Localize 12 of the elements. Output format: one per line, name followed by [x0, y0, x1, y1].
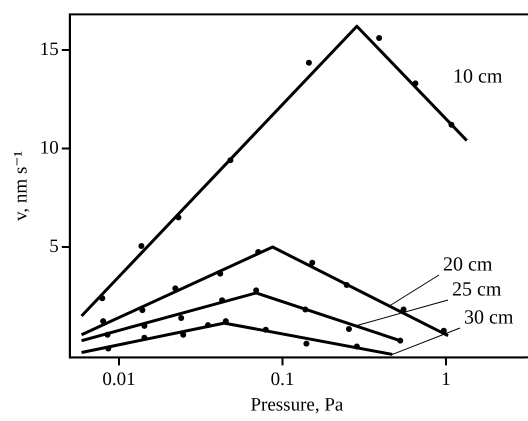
x-tick-label: 0.01	[102, 368, 136, 390]
text: 20 cm	[443, 253, 493, 276]
y-tick-label: 15	[40, 38, 59, 60]
legend-label: 30 cm	[464, 306, 514, 328]
x-axis-title: Pressure, Pa	[250, 394, 344, 416]
series-label: 10 cm	[453, 65, 503, 88]
y-axis-title: v, nm s⁻¹	[10, 150, 32, 221]
y-tick-label: 10	[40, 137, 59, 158]
x-tick-label: 1	[441, 368, 451, 390]
x-tick-label: 0.1	[270, 368, 294, 390]
legend-label: 25 cm	[452, 278, 502, 300]
y-tick-label: 5	[49, 236, 59, 257]
